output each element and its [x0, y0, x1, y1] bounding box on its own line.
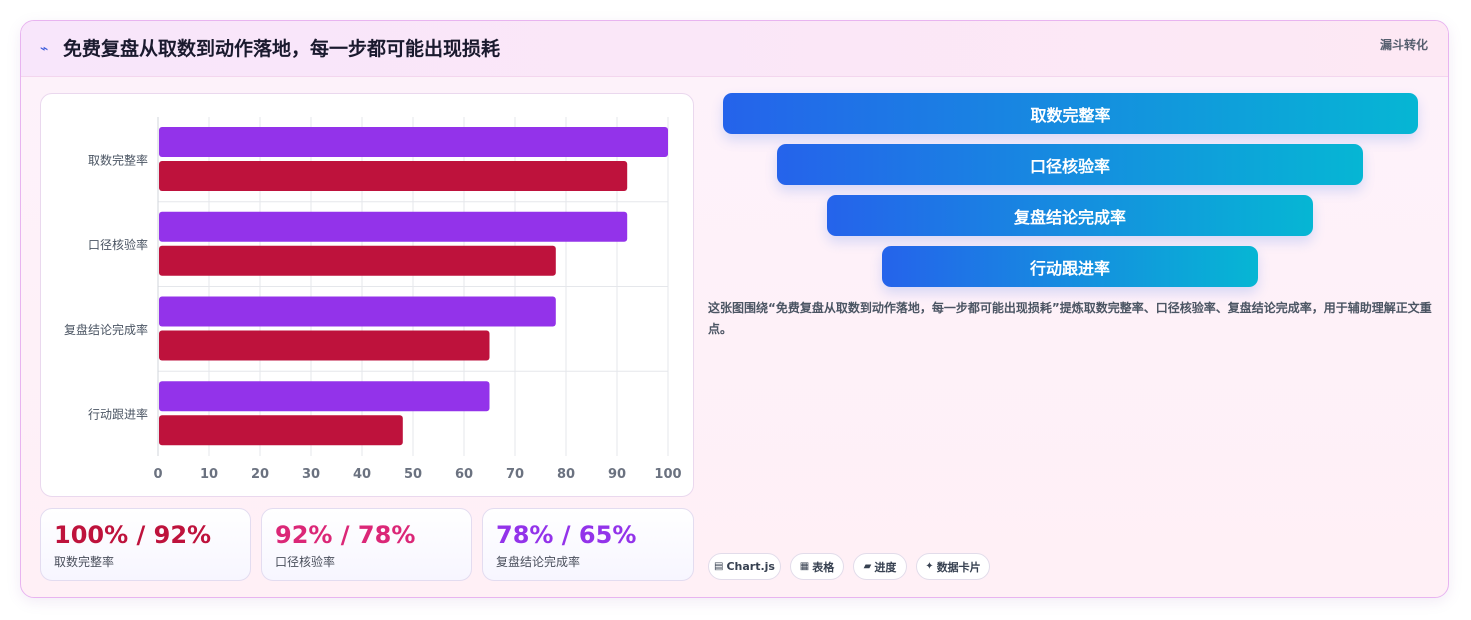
bar-series-1-3[interactable]: [159, 296, 556, 327]
y-tick-label: 口径核验率: [88, 237, 148, 252]
x-tick-label: 10: [200, 467, 218, 482]
bar-chart-panel: 0 10 20 30 40 50 60 70 80 90 100 取数完整率口径核验率复盘结论完成率行…: [40, 93, 694, 497]
y-tick-label: 取数完整率: [88, 152, 148, 167]
x-tick-label: 70: [506, 467, 524, 482]
y-tick-label: 复盘结论完成率: [64, 322, 148, 337]
progress-icon: ▰: [863, 561, 872, 572]
chart-icon: ▤: [714, 561, 724, 572]
chip-table[interactable]: ▦ 表格: [790, 553, 844, 580]
stat-value: 78% / 65%: [496, 521, 637, 549]
funnel-step-3: 复盘结论完成率: [827, 195, 1313, 236]
x-tick-label: 40: [353, 467, 371, 482]
stat-value: 92% / 78%: [275, 521, 416, 549]
bar-series-2-3[interactable]: [159, 330, 490, 361]
x-tick-label: 100: [654, 467, 681, 482]
chart-type-tag: 漏斗转化: [1379, 38, 1428, 52]
bar-series-1-2[interactable]: [159, 211, 628, 242]
bar-series-2-1[interactable]: [159, 161, 628, 191]
x-tick-label: 60: [455, 467, 473, 482]
y-tick-label: 行动跟进率: [88, 407, 148, 422]
chip-chartjs[interactable]: ▤ Chart.js: [708, 553, 781, 580]
chip-data-card[interactable]: ✦ 数据卡片: [916, 553, 990, 580]
bar-series-2-2[interactable]: [159, 245, 556, 276]
chart-card: ⌁ 免费复盘从取数到动作落地，每一步都可能出现损耗 漏斗转化 0 10 20 30 40…: [20, 20, 1449, 598]
x-tick-label: 50: [404, 467, 422, 482]
table-icon: ▦: [799, 561, 810, 572]
stat-label: 取数完整率: [54, 555, 115, 569]
x-tick-label: 0: [153, 467, 162, 482]
chip-label: 数据卡片: [936, 560, 981, 574]
bar-series-2-4[interactable]: [159, 415, 403, 446]
stat-value: 100% / 92%: [54, 521, 212, 549]
x-tick-label: 20: [251, 467, 269, 482]
x-tick-label: 80: [557, 467, 575, 482]
sparkle-icon: ✦: [925, 561, 934, 572]
funnel-step-1: 取数完整率: [723, 93, 1418, 134]
stat-card-2: 92% / 78% 口径核验率: [261, 508, 472, 581]
stat-label: 口径核验率: [275, 555, 336, 569]
bar-series-1-1[interactable]: [159, 127, 668, 157]
funnel-step-4: 行动跟进率: [882, 246, 1258, 287]
bar-chart: 0 10 20 30 40 50 60 70 80 90 100 取数完整率口径核验率复盘结论完成率行…: [64, 117, 682, 482]
stat-card-1: 100% / 92% 取数完整率: [40, 508, 251, 581]
page-title: 免费复盘从取数到动作落地，每一步都可能出现损耗: [63, 38, 501, 60]
stat-card-3: 78% / 65% 复盘结论完成率: [482, 508, 694, 581]
chip-label: Chart.js: [726, 560, 775, 573]
card-header: ⌁ 免费复盘从取数到动作落地，每一步都可能出现损耗 漏斗转化: [21, 21, 1448, 77]
x-tick-label: 90: [608, 467, 626, 482]
x-tick-label: 30: [302, 467, 320, 482]
chip-label: 表格: [812, 560, 835, 574]
stat-label: 复盘结论完成率: [496, 555, 581, 569]
chart-description: 这张图围绕“免费复盘从取数到动作落地，每一步都可能出现损耗”提炼取数完整率、口径…: [708, 301, 1432, 336]
funnel-step-2: 口径核验率: [777, 144, 1363, 185]
chip-progress[interactable]: ▰ 进度: [853, 553, 907, 580]
bar-series-1-4[interactable]: [159, 381, 490, 412]
trend-icon: ⌁: [40, 41, 49, 57]
chip-label: 进度: [874, 560, 897, 574]
